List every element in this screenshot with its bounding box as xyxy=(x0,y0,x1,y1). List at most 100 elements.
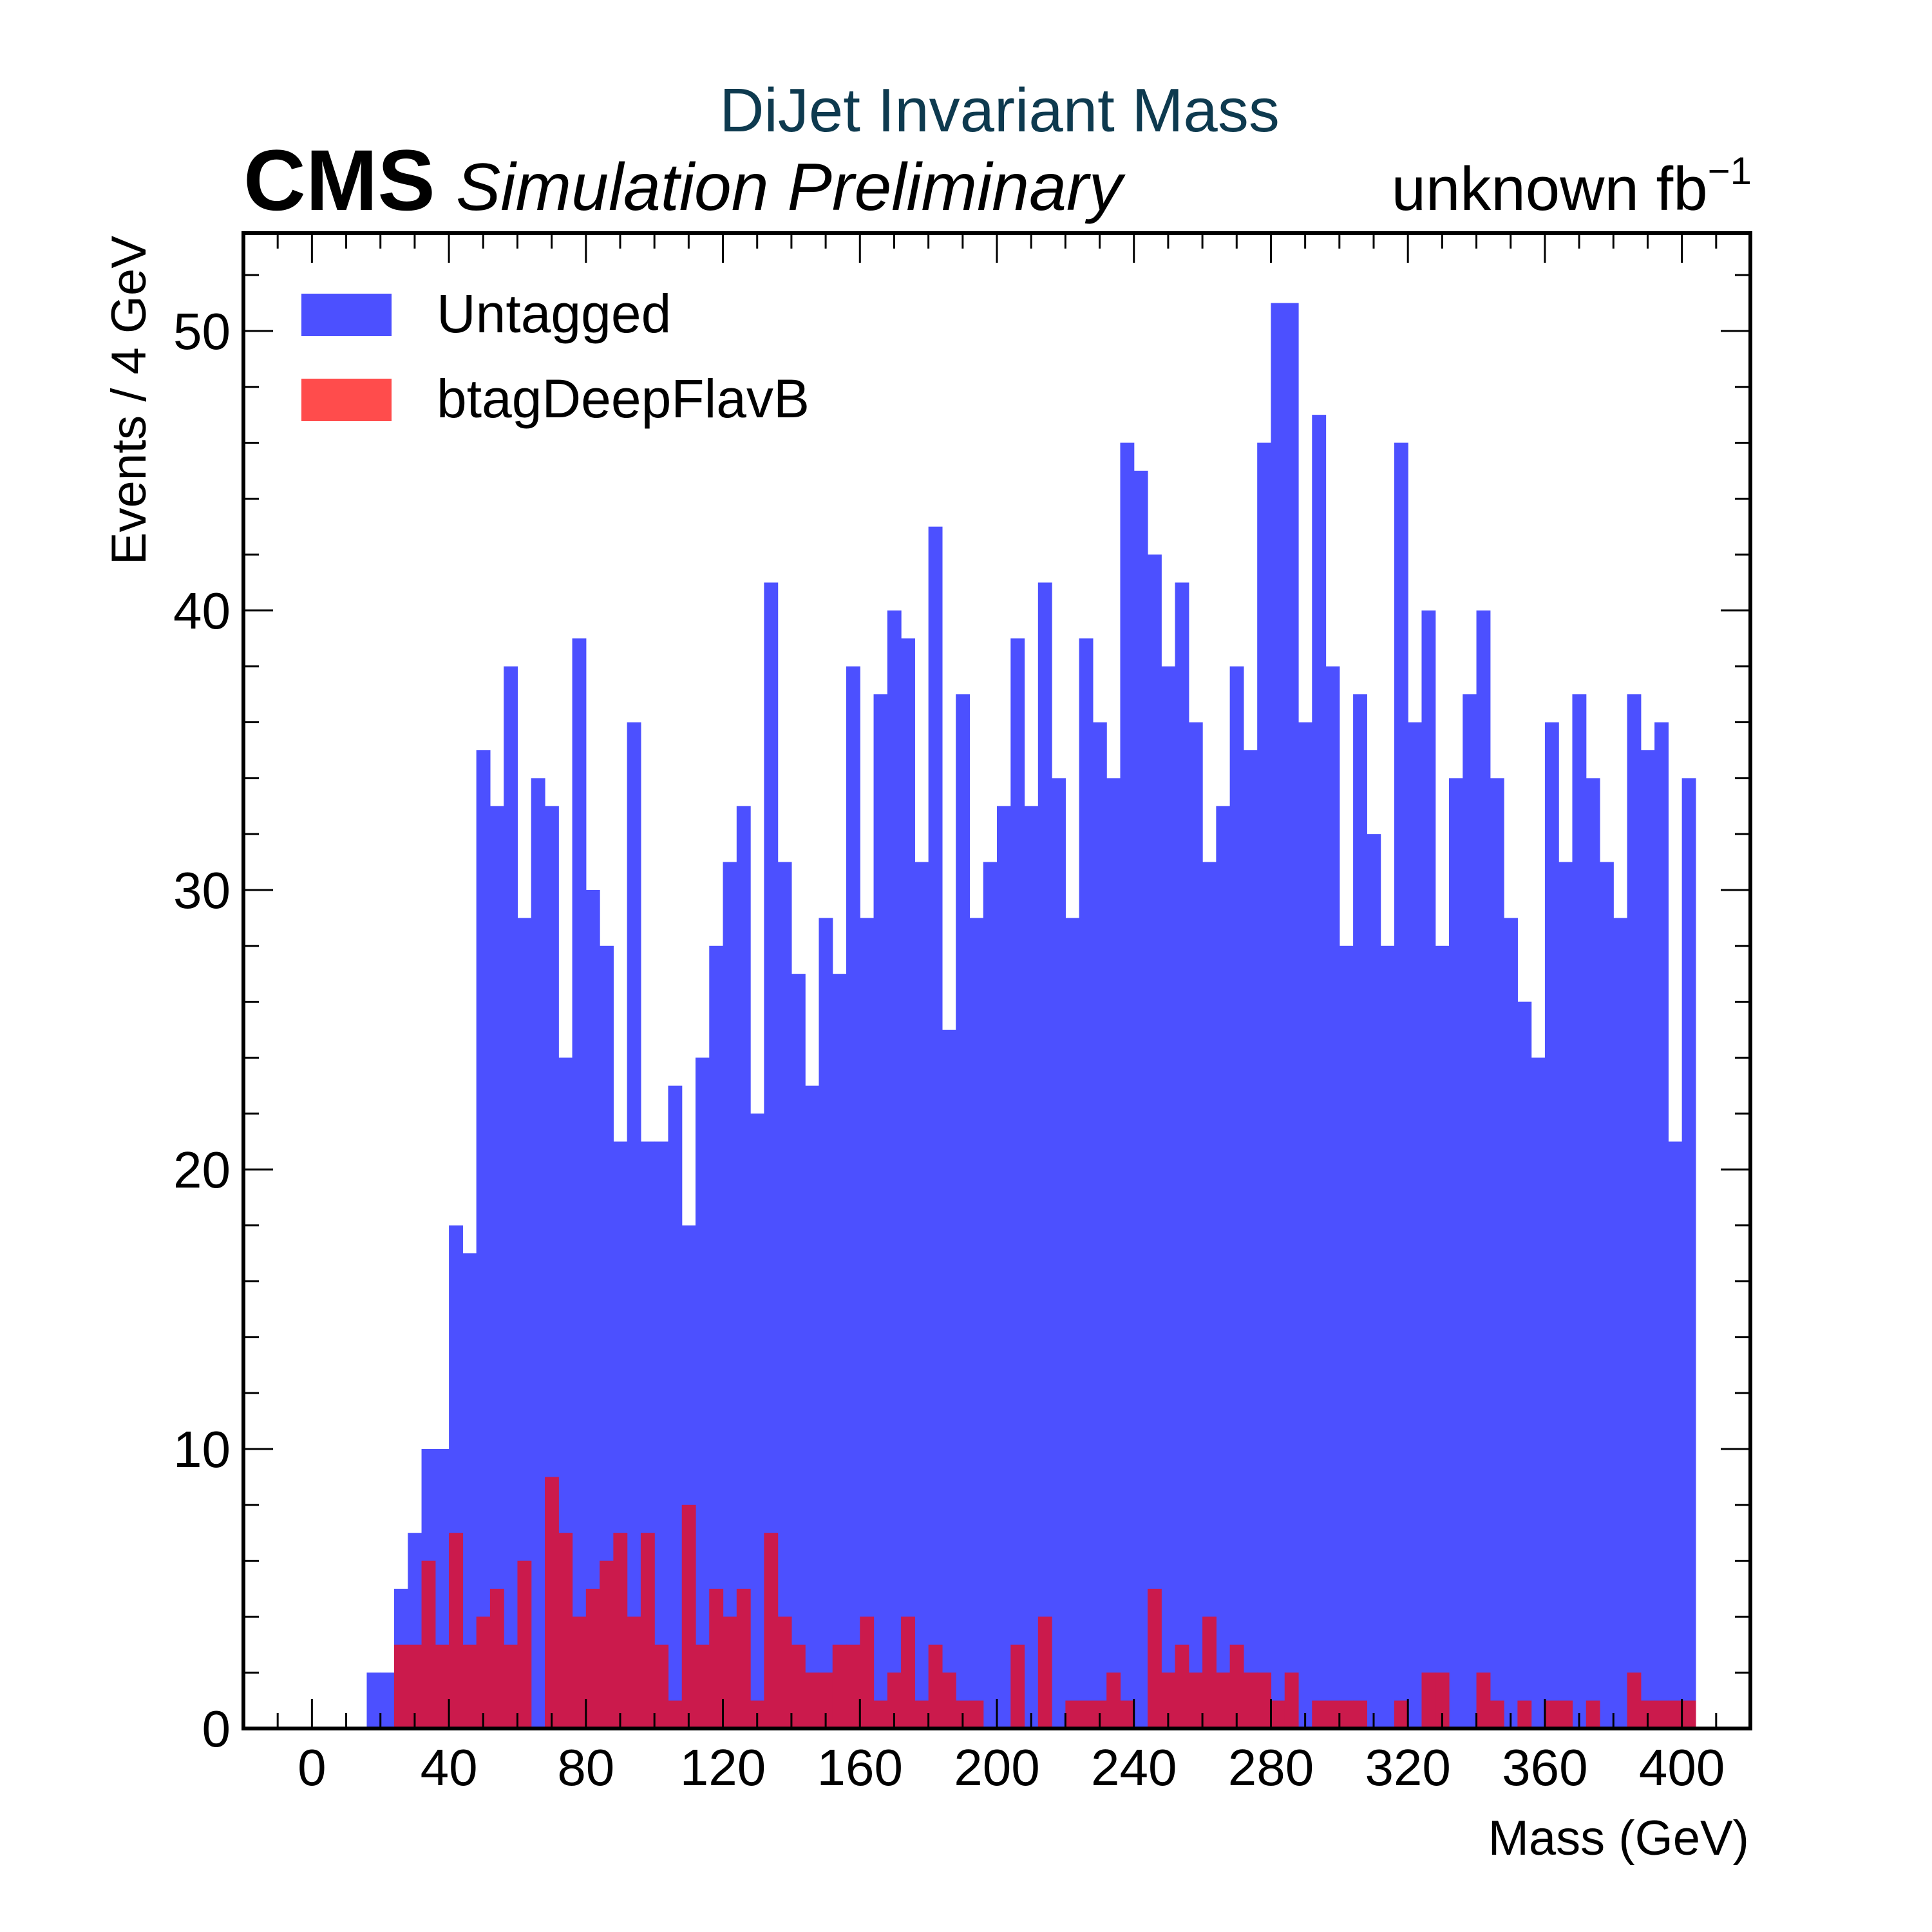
btag-bar xyxy=(545,1477,559,1728)
untagged-bar xyxy=(1408,722,1423,1728)
x-tick-labels: 0 40 80 120 160 200 240 280 320 360 400 xyxy=(298,1739,1725,1796)
btag-bar xyxy=(1257,1672,1272,1728)
untagged-bar xyxy=(723,862,737,1728)
btag-bar xyxy=(1490,1700,1504,1728)
status-label: Simulation Preliminary xyxy=(456,150,1126,225)
btag-bar xyxy=(942,1672,956,1728)
btag-bar xyxy=(1284,1672,1299,1728)
btag-bar xyxy=(1037,1616,1052,1728)
btag-bar xyxy=(1216,1672,1231,1728)
btag-bar xyxy=(805,1672,820,1728)
btag-bar xyxy=(613,1533,628,1728)
untagged-bar xyxy=(1668,1141,1683,1728)
untagged-bar xyxy=(764,582,779,1728)
untagged-bars xyxy=(366,303,1696,1729)
btag-bar xyxy=(1476,1672,1491,1728)
btag-bar xyxy=(476,1616,491,1728)
btag-bar xyxy=(1325,1700,1340,1728)
untagged-bar xyxy=(1394,442,1408,1728)
x-tick-label: 360 xyxy=(1502,1739,1587,1796)
btag-bar xyxy=(462,1644,477,1728)
btag-bar xyxy=(1353,1700,1367,1728)
btag-bar xyxy=(914,1700,929,1728)
x-tick-label: 320 xyxy=(1365,1739,1450,1796)
y-tick-label: 0 xyxy=(202,1700,231,1757)
untagged-bar xyxy=(1654,722,1669,1728)
untagged-bar xyxy=(1490,778,1504,1728)
btag-bar xyxy=(736,1588,751,1728)
untagged-bar xyxy=(1052,778,1066,1728)
untagged-bar xyxy=(1367,834,1381,1728)
legend-swatch-untagged xyxy=(301,294,392,336)
untagged-bar xyxy=(1024,806,1039,1728)
btag-bar xyxy=(517,1560,532,1728)
untagged-bar xyxy=(1037,582,1052,1728)
untagged-bar xyxy=(832,974,847,1728)
untagged-bar xyxy=(846,666,860,1728)
untagged-bar xyxy=(1544,722,1559,1728)
x-tick-label: 240 xyxy=(1091,1739,1177,1796)
untagged-bar xyxy=(1681,778,1696,1728)
untagged-bar xyxy=(627,722,641,1728)
untagged-bar xyxy=(969,918,984,1728)
y-tick-label: 40 xyxy=(173,582,231,639)
untagged-bar xyxy=(1463,694,1477,1728)
btag-bar xyxy=(1106,1672,1121,1728)
btag-bar xyxy=(627,1616,641,1728)
untagged-bar xyxy=(531,778,545,1728)
untagged-bar xyxy=(1558,862,1573,1728)
untagged-bar xyxy=(1148,554,1162,1728)
untagged-bar xyxy=(517,918,532,1728)
btag-bar xyxy=(1627,1672,1642,1728)
plot-frame xyxy=(242,231,1752,1730)
experiment-label: CMS xyxy=(243,133,435,229)
untagged-bar xyxy=(1243,750,1258,1728)
x-tick-label: 160 xyxy=(817,1739,903,1796)
legend: Untagged btagDeepFlavB xyxy=(301,283,810,429)
btag-bar xyxy=(901,1616,915,1728)
btag-bar xyxy=(668,1700,683,1728)
untagged-bar xyxy=(1312,415,1327,1729)
untagged-bar xyxy=(1449,778,1463,1728)
untagged-bar xyxy=(1380,945,1395,1728)
btag-bar xyxy=(969,1700,984,1728)
y-axis-label: Events / 4 GeV xyxy=(102,236,156,565)
x-axis-label: Mass (GeV) xyxy=(1488,1811,1749,1866)
btag-bar xyxy=(585,1588,600,1728)
btag-bar xyxy=(1394,1700,1408,1728)
btag-bar xyxy=(572,1616,587,1728)
btag-bar xyxy=(1243,1672,1258,1728)
btag-bars xyxy=(394,1477,1696,1728)
untagged-bar xyxy=(1421,610,1436,1728)
btag-bar xyxy=(489,1588,504,1728)
btag-bar xyxy=(819,1672,833,1728)
btag-bar xyxy=(860,1616,875,1728)
btag-bar xyxy=(1558,1700,1573,1728)
btag-bar xyxy=(1229,1644,1244,1728)
btag-bar xyxy=(846,1644,860,1728)
btag-bar xyxy=(1668,1700,1683,1728)
untagged-bar xyxy=(860,918,875,1728)
untagged-bar xyxy=(736,806,751,1728)
untagged-bar xyxy=(1229,666,1244,1728)
untagged-bar xyxy=(873,694,888,1728)
untagged-bar xyxy=(791,974,806,1728)
btag-bar xyxy=(1339,1700,1354,1728)
luminosity-label: unknown fb−1 xyxy=(1392,149,1752,223)
untagged-bar xyxy=(887,610,902,1728)
untagged-bar xyxy=(1298,722,1312,1728)
legend-swatch-btag xyxy=(301,379,392,421)
untagged-bar xyxy=(366,1672,381,1728)
btag-bar xyxy=(1175,1644,1189,1728)
untagged-bar xyxy=(1613,918,1628,1728)
untagged-bar xyxy=(668,1085,683,1728)
untagged-bar xyxy=(1106,778,1121,1728)
y-tick-label: 20 xyxy=(173,1141,231,1198)
x-tick-label: 80 xyxy=(557,1739,614,1796)
luminosity-exponent: −1 xyxy=(1708,149,1752,193)
untagged-bar xyxy=(1161,666,1176,1728)
untagged-bar xyxy=(585,889,600,1728)
legend-label-untagged: Untagged xyxy=(437,283,671,344)
btag-bar xyxy=(1148,1588,1162,1728)
